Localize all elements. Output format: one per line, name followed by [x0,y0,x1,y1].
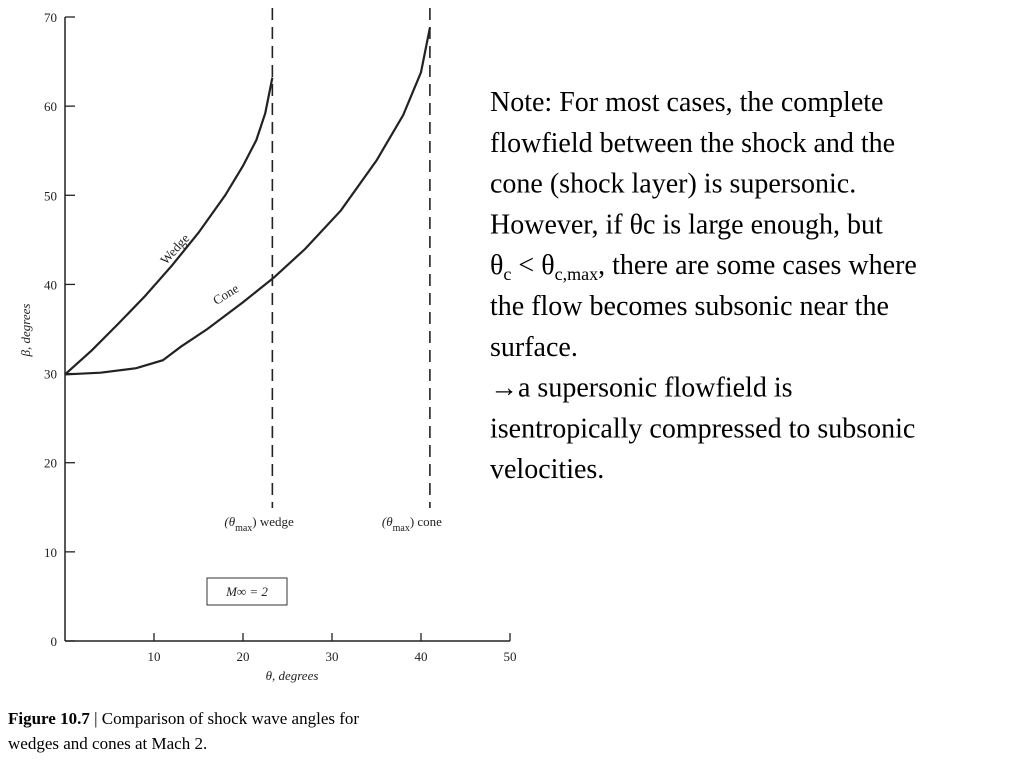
x-tick-label: 50 [504,649,517,664]
y-tick-label: 40 [44,277,57,292]
y-tick-label: 30 [44,367,57,382]
note-line: isentropically compressed to subsonic [490,413,915,444]
limit-label-sub: max [393,523,410,534]
note-line: Note: For most cases, the complete [490,87,883,118]
y-tick-label: 10 [44,545,57,560]
caption: Figure 10.7 | Comparison of shock wave a… [8,709,359,728]
note-subscript: c [503,264,511,284]
limit-label-pre: (θ [224,514,235,529]
caption-line: wedges and cones at Mach 2. [8,734,207,753]
line [64,27,431,376]
note-line: cone (shock layer) is supersonic. [490,169,856,200]
x-axis-label: θ, degrees [266,668,319,683]
x-tick-label: 10 [148,649,161,664]
y-tick-label: 70 [44,10,57,25]
series-label: Cone [210,280,241,307]
y-tick-label: 20 [44,456,57,471]
note-subscript: c,max [555,264,598,284]
y-tick-label: 60 [44,99,57,114]
note-text: < θ [511,250,554,281]
caption-text: | Comparison of shock wave angles for [90,709,360,728]
note-line: surface. [490,332,578,363]
note-line: flowfield between the shock and the [490,128,895,159]
mach-label: M∞ = 2 [225,584,268,599]
note-text: θ [490,250,503,281]
note: Note: For most cases, the complete flowfi… [490,87,917,485]
limit-label-sub: max [235,523,252,534]
limit-label-post: ) cone [410,514,442,529]
x-tick-label: 20 [237,649,250,664]
note-text: , there are some cases where [598,250,917,281]
x-tick-label: 40 [415,649,428,664]
limit-label-post: ) wedge [252,514,294,529]
y-tick-label: 0 [51,634,58,649]
y-tick-label: 50 [44,188,57,203]
limit-label: (θmax) cone [382,514,442,534]
note-line: θc < θc,max, there are some cases where [490,250,917,284]
note-line: the flow becomes subsonic near the [490,291,889,322]
limit-label: (θmax) wedge [224,514,294,534]
line [64,77,274,376]
note-line: velocities. [490,454,604,485]
y-axis-label: β, degrees [18,304,33,358]
x-tick-label: 30 [326,649,339,664]
caption-number: Figure 10.7 [8,709,90,728]
note-line: →a supersonic flowfield is [490,373,793,404]
limit-label-pre: (θ [382,514,393,529]
mach-box [206,577,288,606]
note-line: However, if θc is large enough, but [490,209,883,240]
